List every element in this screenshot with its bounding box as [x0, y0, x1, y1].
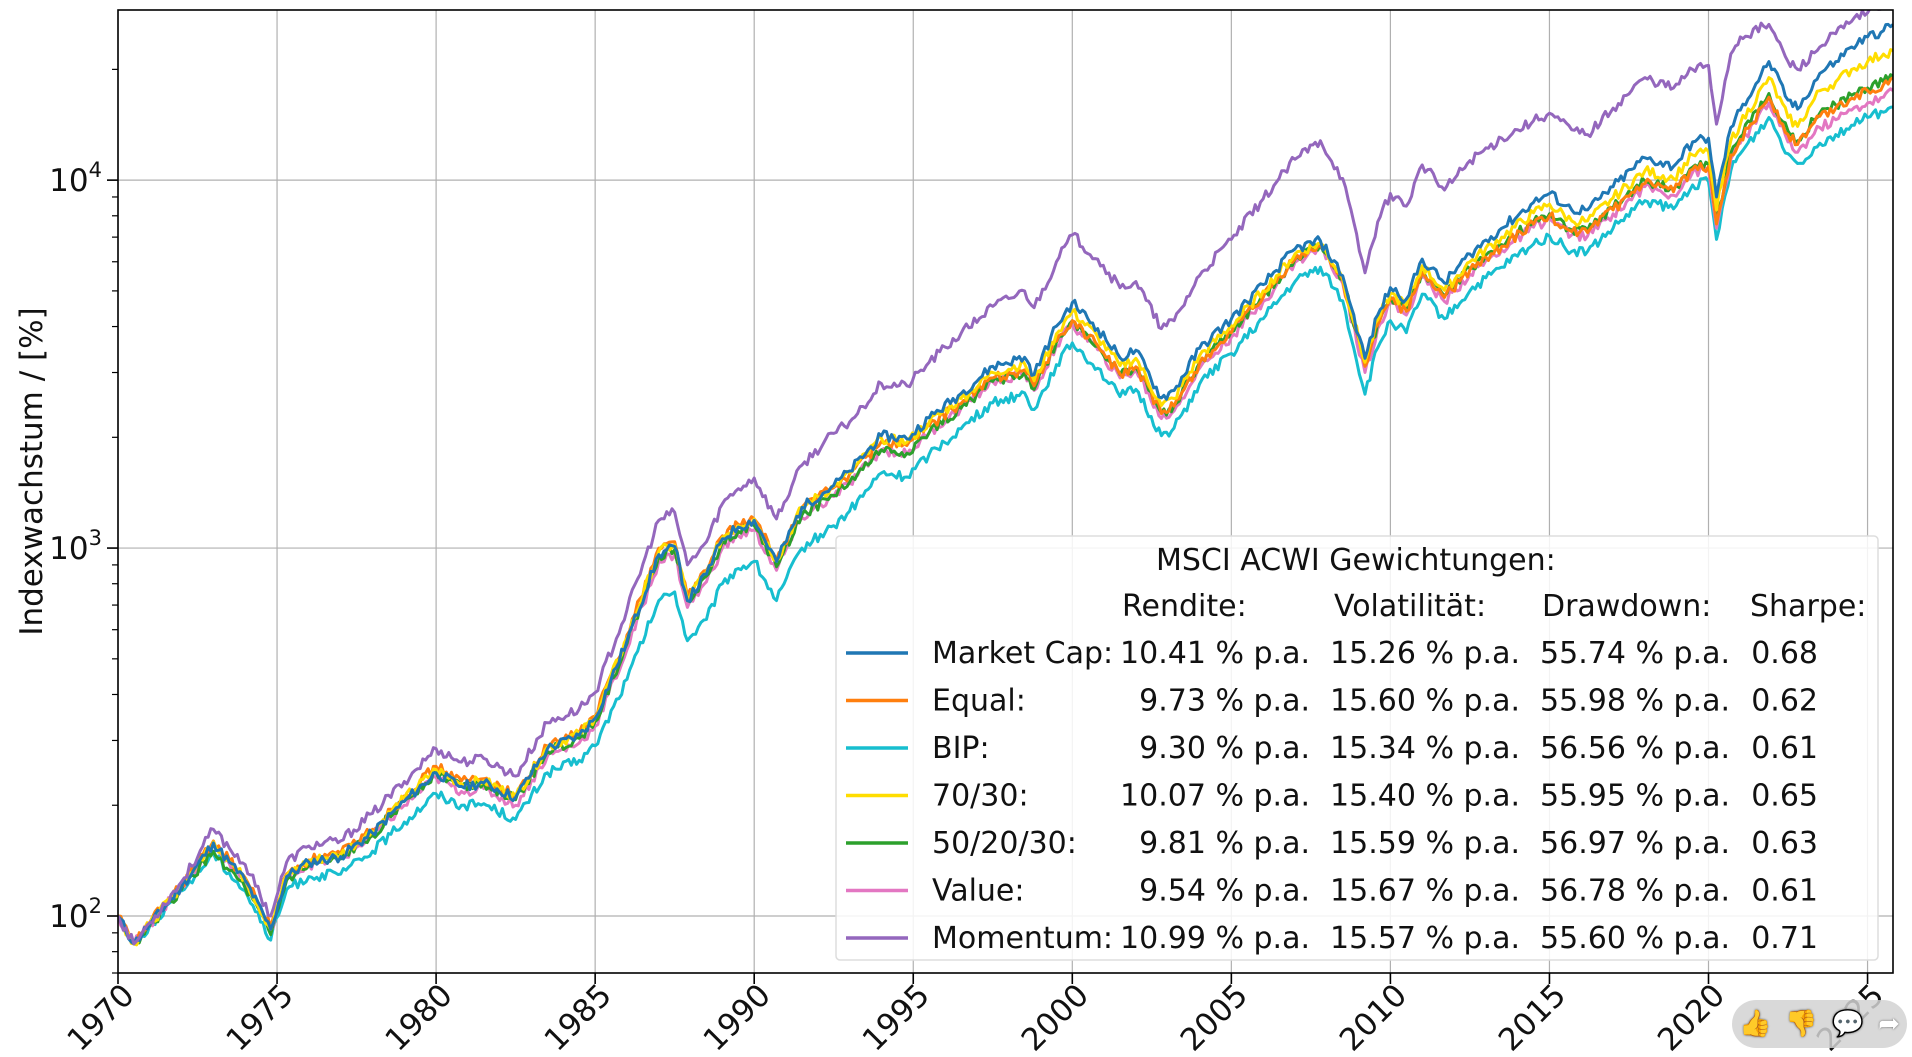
series-line	[118, 105, 1893, 946]
x-tick-label: 1980	[379, 977, 460, 1057]
legend-rendite-value: 9.54 % p.a.	[1139, 874, 1310, 909]
legend-volatilitaet-value: 15.26 % p.a.	[1330, 636, 1520, 671]
legend: MSCI ACWI Gewichtungen: Rendite: Volatil…	[835, 535, 1879, 961]
legend-drawdown-value: 55.98 % p.a.	[1540, 684, 1730, 719]
y-axis-label: Indexwachstum / [%]	[14, 307, 50, 635]
legend-drawdown-value: 55.74 % p.a.	[1540, 636, 1730, 671]
y-tick-label: 104	[49, 158, 102, 199]
legend-series-name: Market Cap:	[932, 636, 1113, 671]
x-tick-label: 1970	[60, 977, 141, 1057]
legend-drawdown-value: 56.97 % p.a.	[1540, 826, 1730, 861]
comment-icon[interactable]: 💬	[1831, 1009, 1865, 1039]
legend-rendite-value: 9.30 % p.a.	[1139, 731, 1310, 766]
share-icon[interactable]: ➦	[1878, 1009, 1900, 1039]
x-tick-label: 2010	[1333, 977, 1414, 1057]
legend-volatilitaet-value: 15.34 % p.a.	[1330, 731, 1520, 766]
legend-rendite-value: 10.99 % p.a.	[1120, 921, 1310, 956]
y-tick-label: 103	[49, 526, 102, 567]
y-axis: 102 103 104	[49, 68, 118, 974]
legend-drawdown-value: 56.56 % p.a.	[1540, 731, 1730, 766]
legend-volatilitaet-value: 15.59 % p.a.	[1330, 826, 1520, 861]
legend-sharpe-value: 0.62	[1751, 684, 1818, 719]
y-tick-label: 102	[49, 894, 102, 935]
legend-series-name: Value:	[932, 874, 1025, 909]
x-tick-label: 1990	[697, 977, 778, 1057]
legend-series-name: 70/30:	[932, 779, 1029, 814]
legend-drawdown-value: 55.95 % p.a.	[1540, 779, 1730, 814]
legend-series-name: 50/20/30:	[932, 826, 1077, 861]
legend-volatilitaet-value: 15.60 % p.a.	[1330, 684, 1520, 719]
legend-series-name: Equal:	[932, 684, 1026, 719]
legend-sharpe-value: 0.65	[1751, 779, 1818, 814]
legend-sharpe-value: 0.63	[1751, 826, 1818, 861]
x-axis: 1970 1975 1980 1985 1990 1995 2000 2005 2010 2015…	[60, 973, 1891, 1057]
x-tick-label: 2005	[1174, 977, 1255, 1057]
legend-series-name: Momentum:	[932, 921, 1113, 956]
legend-col-volatilitaet: Volatilität:	[1334, 589, 1486, 624]
legend-sharpe-value: 0.61	[1751, 874, 1818, 909]
x-tick-label: 2020	[1651, 977, 1732, 1057]
legend-sharpe-value: 0.61	[1751, 731, 1818, 766]
legend-rendite-value: 9.73 % p.a.	[1139, 684, 1310, 719]
legend-drawdown-value: 56.78 % p.a.	[1540, 874, 1730, 909]
thumbs-down-icon[interactable]: 👎	[1785, 1009, 1818, 1039]
x-tick-label: 1985	[538, 977, 619, 1057]
legend-volatilitaet-value: 15.40 % p.a.	[1330, 779, 1520, 814]
series-lines	[118, 10, 1893, 947]
x-tick-label: 2000	[1015, 977, 1096, 1057]
legend-sharpe-value: 0.71	[1751, 921, 1818, 956]
legend-title: MSCI ACWI Gewichtungen:	[1156, 543, 1556, 578]
x-tick-label: 1975	[219, 977, 300, 1057]
x-tick-label: 1995	[856, 977, 937, 1057]
video-player-controls: 👍 👎 💬 ➦	[1732, 1000, 1907, 1048]
thumbs-up-icon[interactable]: 👍	[1739, 1009, 1772, 1039]
legend-series-name: BIP:	[932, 731, 990, 766]
plot-frame	[117, 9, 1894, 974]
series-line	[118, 10, 1883, 946]
legend-sharpe-value: 0.68	[1751, 636, 1818, 671]
legend-drawdown-value: 55.60 % p.a.	[1540, 921, 1730, 956]
legend-box	[835, 535, 1879, 961]
series-line	[118, 22, 1893, 946]
legend-rendite-value: 10.41 % p.a.	[1120, 636, 1310, 671]
x-tick-label: 2015	[1492, 977, 1573, 1057]
legend-rows: Market Cap: 10.41 % p.a. 15.26 % p.a. 55.74…	[846, 636, 1818, 956]
legend-col-drawdown: Drawdown:	[1542, 589, 1711, 624]
legend-col-rendite: Rendite:	[1122, 589, 1247, 624]
legend-rendite-value: 9.81 % p.a.	[1139, 826, 1310, 861]
legend-rendite-value: 10.07 % p.a.	[1120, 779, 1310, 814]
legend-col-sharpe: Sharpe:	[1750, 589, 1866, 624]
legend-volatilitaet-value: 15.57 % p.a.	[1330, 921, 1520, 956]
legend-volatilitaet-value: 15.67 % p.a.	[1330, 874, 1520, 909]
